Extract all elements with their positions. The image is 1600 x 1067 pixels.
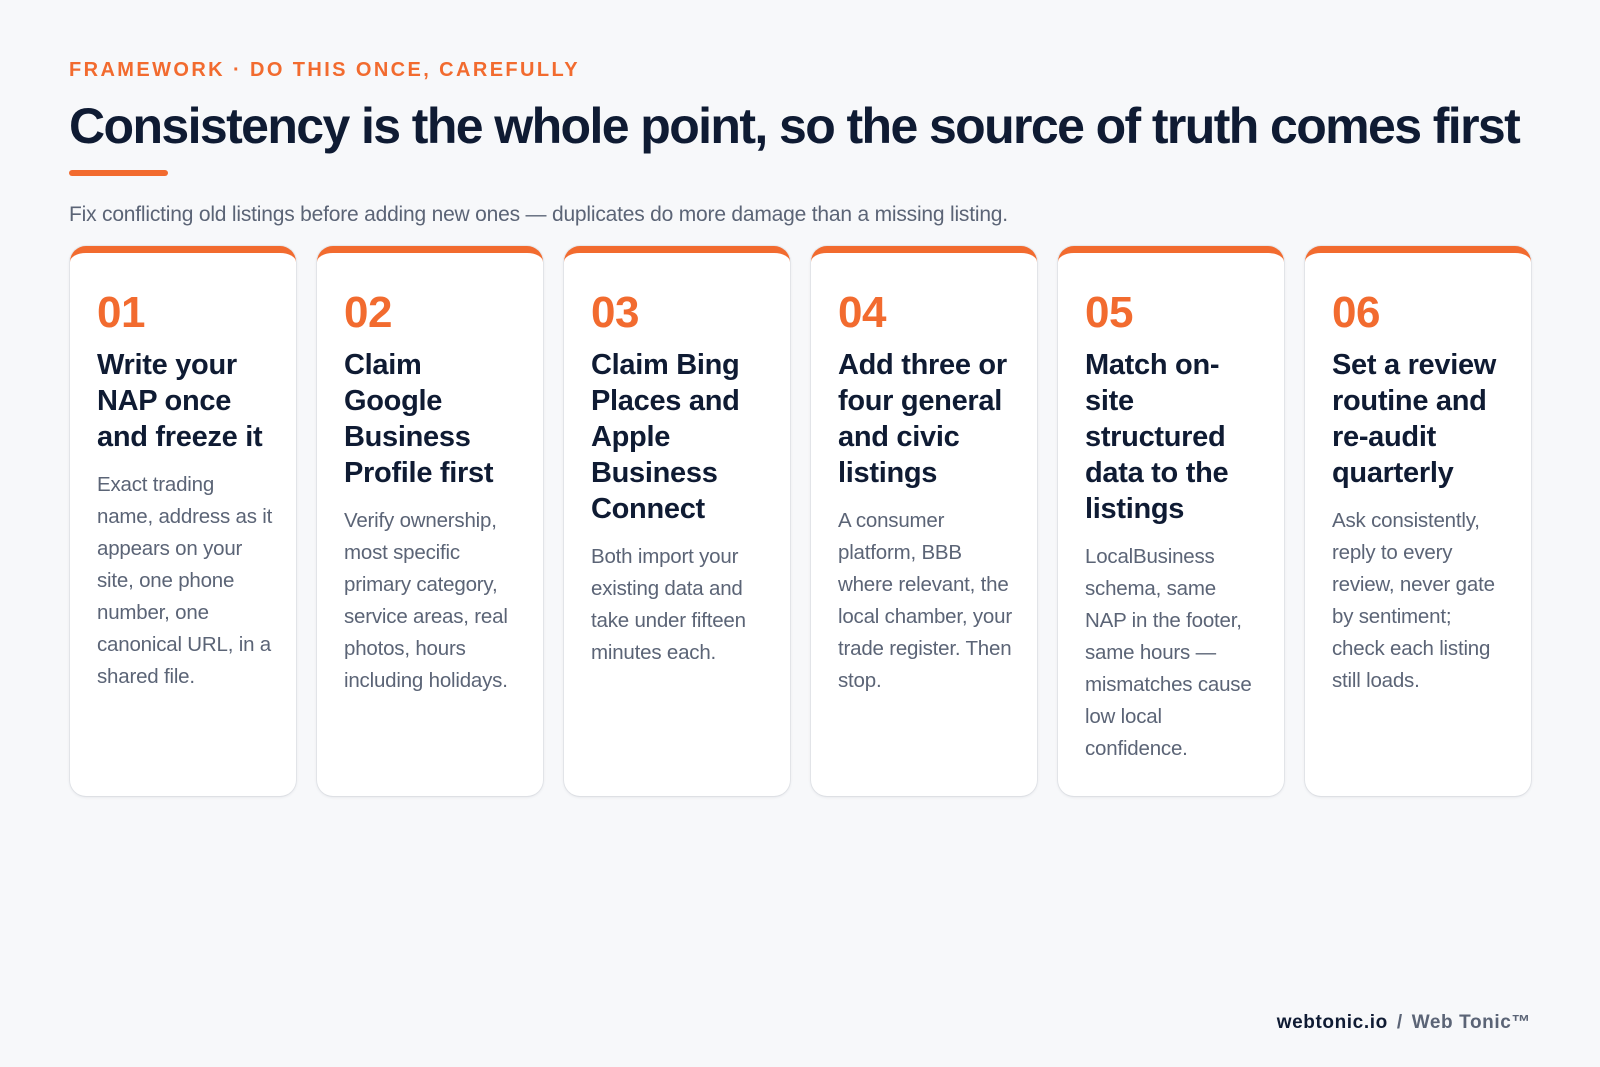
step-card-2: 02 Claim Google Business Profile first V… (317, 246, 543, 796)
step-number: 04 (838, 288, 886, 337)
step-card-3: 03 Claim Bing Places and Apple Business … (564, 246, 790, 796)
footer-brand: Web Tonic™ (1411, 1012, 1531, 1033)
step-title: Claim Google Business Profile first (344, 349, 494, 489)
step-description: LocalBusiness schema, same NAP in the fo… (1085, 545, 1252, 760)
page-subtitle: Fix conflicting old listings before addi… (69, 203, 1008, 226)
step-description: Exact trading name, address as it appear… (97, 473, 273, 688)
step-description: Both import your existing data and take … (591, 545, 746, 664)
step-title: Set a review routine and re-audit quarte… (1332, 349, 1497, 489)
step-number: 06 (1332, 288, 1380, 337)
header: FRAMEWORK · DO THIS ONCE, CAREFULLY Cons… (69, 56, 1531, 230)
page-title: Consistency is the whole point, so the s… (69, 98, 1521, 154)
step-card-5: 05 Match on-site structured data to the … (1058, 246, 1284, 796)
step-number: 03 (591, 288, 639, 337)
step-description: Ask consistently, reply to every review,… (1332, 509, 1495, 692)
footer-credit: webtonic.io / Web Tonic™ (1277, 1012, 1531, 1034)
step-number: 02 (344, 288, 392, 337)
footer-domain: webtonic.io (1276, 1012, 1388, 1033)
step-card-1: 01 Write your NAP once and freeze it Exa… (70, 246, 296, 796)
step-number: 05 (1085, 288, 1133, 337)
step-description: A consumer platform, BBB where relevant,… (838, 509, 1012, 692)
title-underline (69, 170, 168, 176)
step-title: Match on-site structured data to the lis… (1085, 349, 1229, 525)
step-cards: 01 Write your NAP once and freeze it Exa… (70, 246, 1531, 796)
footer-separator: / (1396, 1012, 1403, 1033)
step-card-6: 06 Set a review routine and re-audit qua… (1305, 246, 1531, 796)
step-title: Write your NAP once and freeze it (97, 349, 263, 453)
step-card-4: 04 Add three or four general and civic l… (811, 246, 1037, 796)
eyebrow-label: FRAMEWORK · DO THIS ONCE, CAREFULLY (69, 59, 581, 81)
step-title: Add three or four general and civic list… (838, 349, 1007, 489)
step-description: Verify ownership, most specific primary … (344, 509, 508, 692)
step-title: Claim Bing Places and Apple Business Con… (591, 349, 740, 525)
step-number: 01 (97, 288, 145, 337)
